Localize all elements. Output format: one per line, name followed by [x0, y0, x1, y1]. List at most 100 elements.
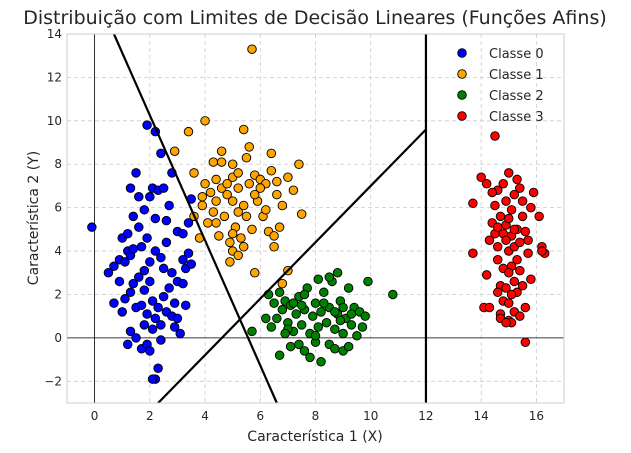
point-classe-0 — [128, 244, 139, 254]
y-tick-label: 10 — [47, 114, 62, 128]
point-classe-1 — [255, 183, 266, 193]
point-classe-1 — [205, 187, 216, 198]
point-classe-1 — [266, 148, 277, 159]
point-classe-3 — [506, 205, 517, 215]
point-classe-3 — [523, 235, 533, 245]
point-classe-3 — [520, 302, 531, 313]
point-classe-3 — [504, 213, 514, 224]
point-classe-1 — [227, 228, 238, 239]
point-classe-1 — [203, 218, 213, 228]
point-classe-2 — [307, 311, 318, 321]
point-classe-3 — [504, 298, 514, 308]
point-classe-0 — [150, 313, 161, 324]
point-classe-1 — [216, 146, 227, 156]
point-classe-1 — [296, 209, 307, 219]
point-classe-3 — [515, 183, 525, 193]
point-classe-0 — [150, 246, 161, 256]
point-classe-3 — [495, 211, 506, 222]
decision-boundaries — [112, 33, 428, 404]
point-classe-2 — [291, 309, 301, 319]
point-classe-0 — [145, 192, 155, 202]
point-classe-0 — [178, 278, 188, 289]
point-classe-0 — [122, 228, 133, 239]
point-classe-0 — [120, 294, 130, 304]
point-classe-0 — [156, 320, 166, 330]
point-classe-0 — [139, 265, 150, 276]
y-tick-label: 0 — [54, 331, 62, 345]
point-classe-1 — [211, 174, 221, 185]
point-classe-2 — [324, 272, 335, 282]
point-classe-1 — [233, 207, 243, 217]
point-classe-2 — [274, 287, 285, 298]
point-classe-1 — [214, 231, 224, 241]
legend-label-classe-3: Classe 3 — [489, 110, 544, 125]
point-classe-0 — [125, 183, 136, 193]
point-classe-3 — [504, 268, 514, 278]
point-classe-1 — [169, 146, 180, 156]
x-tick-label: 6 — [256, 409, 264, 423]
point-classe-1 — [211, 218, 221, 228]
point-classe-1 — [247, 224, 257, 235]
point-classe-2 — [332, 268, 343, 278]
point-classe-1 — [222, 179, 232, 189]
point-classe-3 — [528, 187, 539, 198]
point-classe-0 — [147, 324, 158, 334]
point-classe-1 — [211, 196, 221, 206]
point-classe-1 — [227, 196, 238, 206]
legend-label-classe-2: Classe 2 — [489, 89, 544, 104]
y-tick-labels: −2 0 2 4 6 8 10 12 14 — [44, 27, 62, 388]
point-classe-2 — [335, 315, 346, 326]
point-classe-3 — [534, 211, 544, 222]
point-classe-3 — [506, 289, 517, 300]
point-classe-0 — [134, 222, 144, 232]
point-classe-2 — [280, 328, 290, 339]
point-classe-0 — [136, 241, 147, 252]
point-classe-2 — [296, 300, 307, 311]
point-classe-3 — [509, 276, 520, 287]
point-classe-0 — [167, 268, 177, 278]
legend-marker-classe-2 — [457, 90, 467, 100]
point-classe-0 — [153, 302, 163, 313]
point-classe-1 — [277, 278, 288, 289]
y-tick-label: 12 — [47, 70, 62, 84]
y-tick-label: −2 — [44, 374, 62, 388]
point-classe-0 — [134, 272, 144, 282]
point-classe-3 — [484, 235, 495, 245]
point-classe-3 — [537, 246, 547, 256]
point-classe-0 — [125, 326, 136, 337]
point-classe-0 — [172, 313, 183, 324]
point-classe-0 — [139, 320, 150, 330]
point-classe-0 — [158, 183, 169, 193]
point-classe-2 — [313, 322, 324, 332]
point-classe-0 — [139, 285, 150, 295]
point-classe-3 — [517, 196, 528, 206]
point-classe-2 — [305, 352, 315, 363]
point-classe-1 — [247, 44, 257, 54]
point-classe-2 — [330, 343, 340, 354]
point-classe-1 — [238, 124, 249, 135]
point-classe-1 — [233, 250, 243, 261]
point-classe-2 — [316, 357, 326, 367]
point-classe-2 — [247, 326, 257, 337]
point-classe-2 — [319, 298, 329, 308]
x-tick-label: 4 — [201, 409, 209, 423]
point-classe-0 — [164, 283, 174, 293]
point-classe-0 — [175, 328, 185, 339]
point-classe-3 — [490, 131, 500, 141]
x-tick-label: 16 — [529, 409, 544, 423]
point-classe-0 — [186, 259, 196, 269]
point-classe-3 — [501, 317, 511, 328]
point-classe-0 — [156, 252, 166, 263]
point-classe-1 — [250, 268, 260, 278]
point-classe-1 — [227, 159, 238, 169]
point-classe-3 — [501, 235, 511, 245]
legend-marker-classe-0 — [457, 48, 467, 58]
point-classe-2 — [338, 328, 348, 339]
point-classe-0 — [161, 237, 172, 248]
point-classe-2 — [321, 317, 332, 328]
point-classe-0 — [128, 211, 139, 222]
point-classe-0 — [145, 276, 155, 287]
point-classe-0 — [153, 363, 163, 374]
point-classe-2 — [319, 287, 329, 298]
point-classe-0 — [169, 322, 180, 332]
